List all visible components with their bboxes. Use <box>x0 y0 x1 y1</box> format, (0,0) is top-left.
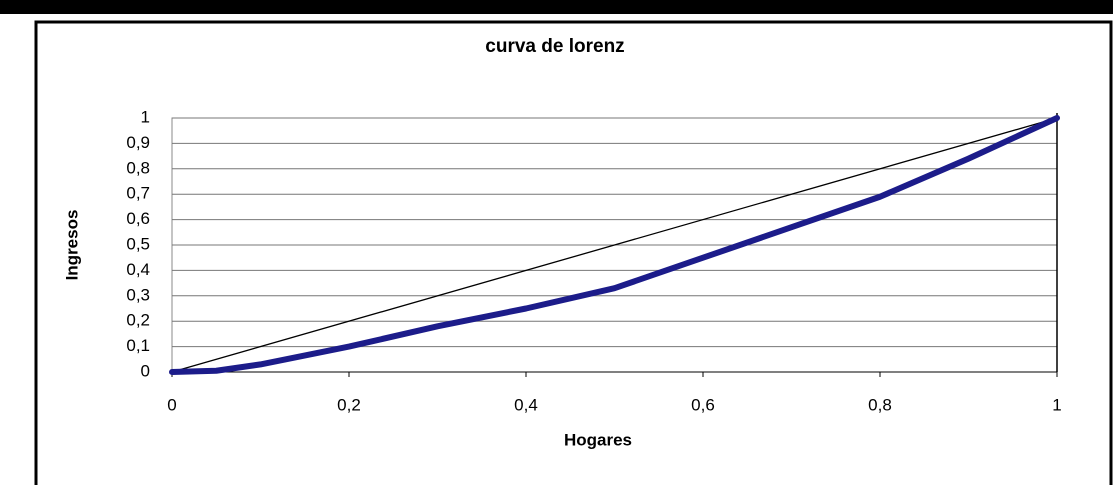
x-tick-label: 0,8 <box>868 395 892 414</box>
y-tick-label: 0,1 <box>126 336 150 355</box>
y-tick-label: 0,9 <box>126 133 150 152</box>
x-tick-label: 1 <box>1052 395 1061 414</box>
y-tick-label: 0,6 <box>126 209 150 228</box>
line-series <box>171 117 1058 373</box>
y-tick-label: 1 <box>141 107 150 126</box>
line-series <box>169 115 1060 375</box>
x-tick-label: 0 <box>167 395 176 414</box>
x-tick-label: 0,6 <box>691 395 715 414</box>
y-tick-label: 0,3 <box>126 285 150 304</box>
y-tick-label: 0,8 <box>126 158 150 177</box>
x-tick-label: 0,2 <box>337 395 361 414</box>
chart-title: curva de lorenz <box>485 36 624 57</box>
x-axis-label: Hogares <box>564 430 632 449</box>
y-tick-label: 0,2 <box>126 311 150 330</box>
y-axis-label: Ingresos <box>62 210 81 281</box>
x-tick-label: 0,4 <box>514 395 538 414</box>
y-tick-label: 0,4 <box>126 260 150 279</box>
cropped-heading <box>0 0 1113 14</box>
chart-frame <box>34 20 1113 490</box>
y-tick-label: 0,7 <box>126 184 150 203</box>
y-tick-label: 0 <box>141 361 150 380</box>
y-tick-label: 0,5 <box>126 234 150 253</box>
